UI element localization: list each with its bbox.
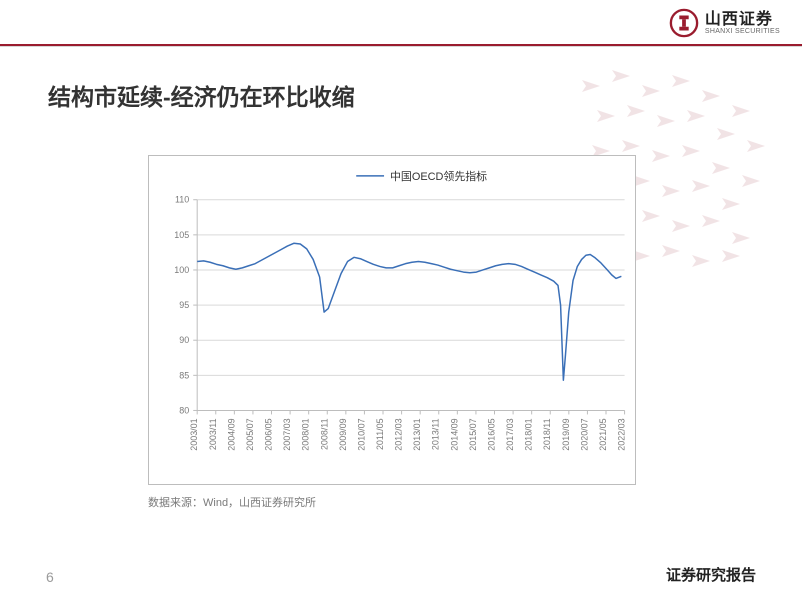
svg-text:2015/07: 2015/07 — [468, 418, 478, 450]
svg-text:中国OECD领先指标: 中国OECD领先指标 — [390, 169, 487, 183]
slide-title: 结构市延续-经济仍在环比收缩 — [48, 78, 355, 112]
svg-text:80: 80 — [179, 405, 189, 415]
svg-text:2006/05: 2006/05 — [264, 418, 274, 450]
svg-text:90: 90 — [179, 335, 189, 345]
brand-logo-icon — [669, 8, 699, 38]
brand-logo: 山西证券 SHANXI SECURITIES — [669, 8, 780, 38]
header-divider — [0, 44, 802, 47]
svg-text:2009/09: 2009/09 — [338, 418, 348, 450]
svg-text:2011/05: 2011/05 — [375, 418, 385, 450]
svg-text:2003/11: 2003/11 — [208, 418, 218, 450]
svg-text:95: 95 — [179, 300, 189, 310]
oecd-chart: 80 85 90 95 100 105 110 2003/01 2003/11 2004/09 20… — [148, 155, 636, 485]
brand-name-cn: 山西证券 — [705, 12, 780, 28]
svg-text:85: 85 — [179, 370, 189, 380]
svg-text:2018/11: 2018/11 — [542, 418, 552, 450]
svg-text:2007/03: 2007/03 — [282, 418, 292, 450]
svg-text:2004/09: 2004/09 — [226, 418, 236, 450]
svg-text:2013/01: 2013/01 — [412, 418, 422, 450]
page-number: 6 — [46, 569, 54, 585]
svg-text:2013/11: 2013/11 — [431, 418, 441, 450]
svg-text:2014/09: 2014/09 — [449, 418, 459, 450]
svg-text:2003/01: 2003/01 — [189, 418, 199, 450]
svg-text:105: 105 — [174, 230, 189, 240]
svg-text:2018/01: 2018/01 — [524, 418, 534, 450]
brand-name-en: SHANXI SECURITIES — [705, 28, 780, 35]
svg-text:2012/03: 2012/03 — [394, 418, 404, 450]
svg-text:2019/09: 2019/09 — [561, 418, 571, 450]
svg-text:2008/11: 2008/11 — [319, 418, 329, 450]
svg-text:2010/07: 2010/07 — [356, 418, 366, 450]
footer-label: 证券研究报告 — [666, 564, 756, 585]
svg-text:2008/01: 2008/01 — [301, 418, 311, 450]
svg-text:2017/03: 2017/03 — [505, 418, 515, 450]
data-source: 数据来源：Wind，山西证券研究所 — [148, 494, 316, 510]
svg-text:2022/03: 2022/03 — [617, 418, 627, 450]
svg-text:100: 100 — [174, 265, 189, 275]
svg-text:2020/07: 2020/07 — [579, 418, 589, 450]
svg-text:2021/05: 2021/05 — [598, 418, 608, 450]
chart-canvas: 80 85 90 95 100 105 110 2003/01 2003/11 2004/09 20… — [149, 156, 635, 484]
svg-text:110: 110 — [175, 195, 189, 205]
svg-text:2016/05: 2016/05 — [487, 418, 497, 450]
svg-text:2005/07: 2005/07 — [245, 418, 255, 450]
